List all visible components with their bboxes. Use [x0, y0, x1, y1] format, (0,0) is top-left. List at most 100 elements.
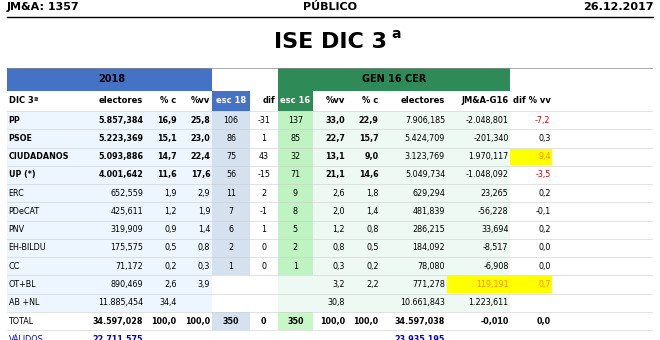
Text: 5.093,886: 5.093,886: [98, 152, 143, 161]
Text: 9,4: 9,4: [538, 152, 550, 161]
Text: 71,172: 71,172: [115, 262, 143, 271]
FancyBboxPatch shape: [278, 148, 510, 166]
Text: 2,0: 2,0: [333, 207, 345, 216]
Text: 0: 0: [261, 317, 267, 325]
Text: 1.223,611: 1.223,611: [469, 298, 508, 307]
Text: 71: 71: [290, 170, 300, 180]
FancyBboxPatch shape: [447, 276, 510, 292]
Text: 9: 9: [293, 189, 298, 198]
FancyBboxPatch shape: [7, 111, 213, 129]
Text: 0,0: 0,0: [538, 262, 550, 271]
FancyBboxPatch shape: [7, 166, 213, 184]
Text: 0,2: 0,2: [538, 189, 550, 198]
Text: 0: 0: [261, 262, 266, 271]
FancyBboxPatch shape: [278, 202, 510, 221]
Text: 100,0: 100,0: [185, 317, 211, 325]
Text: a: a: [391, 27, 401, 41]
Text: electores: electores: [99, 97, 143, 105]
Text: 15,7: 15,7: [359, 134, 379, 143]
Text: 11: 11: [226, 189, 236, 198]
Text: UP (*): UP (*): [9, 170, 35, 180]
Text: 2,9: 2,9: [198, 189, 211, 198]
Text: 0,0: 0,0: [537, 317, 550, 325]
FancyBboxPatch shape: [7, 221, 213, 239]
Text: 3,2: 3,2: [333, 280, 345, 289]
FancyBboxPatch shape: [213, 111, 249, 129]
Text: 2,2: 2,2: [366, 280, 379, 289]
Text: 100,0: 100,0: [152, 317, 177, 325]
FancyBboxPatch shape: [278, 257, 510, 275]
Text: %vv: %vv: [191, 97, 211, 105]
Text: 22,4: 22,4: [191, 152, 211, 161]
FancyBboxPatch shape: [7, 294, 213, 312]
Text: 5.049,734: 5.049,734: [405, 170, 445, 180]
Text: 0,8: 0,8: [198, 243, 211, 253]
Text: 14,7: 14,7: [157, 152, 177, 161]
Text: electores: electores: [401, 97, 445, 105]
Text: 175,575: 175,575: [110, 243, 143, 253]
Text: -201,340: -201,340: [473, 134, 508, 143]
Text: 3.123,769: 3.123,769: [405, 152, 445, 161]
Text: 13,1: 13,1: [325, 152, 345, 161]
FancyBboxPatch shape: [278, 111, 314, 129]
Text: 2: 2: [293, 243, 298, 253]
Text: 0,3: 0,3: [198, 262, 211, 271]
Text: 16,9: 16,9: [157, 116, 177, 124]
FancyBboxPatch shape: [278, 111, 510, 129]
Text: 106: 106: [224, 116, 238, 124]
FancyBboxPatch shape: [213, 91, 249, 111]
Text: -1.048,092: -1.048,092: [465, 170, 508, 180]
Text: 5: 5: [293, 225, 298, 234]
Text: 0,7: 0,7: [538, 280, 550, 289]
FancyBboxPatch shape: [7, 257, 213, 275]
Text: 34,4: 34,4: [159, 298, 177, 307]
Text: 0,2: 0,2: [538, 225, 550, 234]
Text: JM&A: 1357: JM&A: 1357: [7, 2, 79, 12]
Text: 350: 350: [223, 317, 240, 325]
FancyBboxPatch shape: [278, 312, 314, 330]
FancyBboxPatch shape: [213, 312, 249, 330]
Text: 56: 56: [226, 170, 236, 180]
Text: %vv: %vv: [325, 97, 345, 105]
Text: 2018: 2018: [98, 74, 125, 84]
Text: 5.223,369: 5.223,369: [98, 134, 143, 143]
Text: PNV: PNV: [9, 225, 24, 234]
Text: 652,559: 652,559: [110, 189, 143, 198]
Text: 1,2: 1,2: [333, 225, 345, 234]
Text: 119,191: 119,191: [476, 280, 508, 289]
Text: 0,8: 0,8: [366, 225, 379, 234]
FancyBboxPatch shape: [278, 148, 314, 166]
FancyBboxPatch shape: [213, 257, 249, 275]
Text: PSOE: PSOE: [9, 134, 32, 143]
Text: 0,2: 0,2: [164, 262, 177, 271]
Text: 22.711,575: 22.711,575: [92, 335, 143, 340]
Text: ISE DIC 3: ISE DIC 3: [273, 32, 387, 52]
Text: 5.424,709: 5.424,709: [405, 134, 445, 143]
FancyBboxPatch shape: [278, 239, 314, 257]
FancyBboxPatch shape: [213, 239, 249, 257]
Text: 17,6: 17,6: [191, 170, 211, 180]
Text: 1: 1: [228, 262, 234, 271]
Text: -15: -15: [257, 170, 270, 180]
Text: 11,6: 11,6: [157, 170, 177, 180]
Text: 481,839: 481,839: [412, 207, 445, 216]
Text: 22,7: 22,7: [325, 134, 345, 143]
FancyBboxPatch shape: [213, 166, 249, 184]
Text: 184,092: 184,092: [412, 243, 445, 253]
Text: -8,517: -8,517: [483, 243, 508, 253]
Text: 2: 2: [228, 243, 234, 253]
Text: 0,5: 0,5: [366, 243, 379, 253]
Text: 15,1: 15,1: [157, 134, 177, 143]
Text: 1.970,117: 1.970,117: [468, 152, 508, 161]
Text: 1,9: 1,9: [164, 189, 177, 198]
Text: 2: 2: [261, 189, 266, 198]
Text: 11.885,454: 11.885,454: [98, 298, 143, 307]
FancyBboxPatch shape: [278, 91, 314, 111]
Text: dif % vv: dif % vv: [513, 97, 550, 105]
FancyBboxPatch shape: [278, 166, 314, 184]
Text: 1,8: 1,8: [366, 189, 379, 198]
Text: 3,9: 3,9: [198, 280, 211, 289]
Text: 7.906,185: 7.906,185: [405, 116, 445, 124]
Text: 2,6: 2,6: [164, 280, 177, 289]
Text: 6: 6: [228, 225, 234, 234]
